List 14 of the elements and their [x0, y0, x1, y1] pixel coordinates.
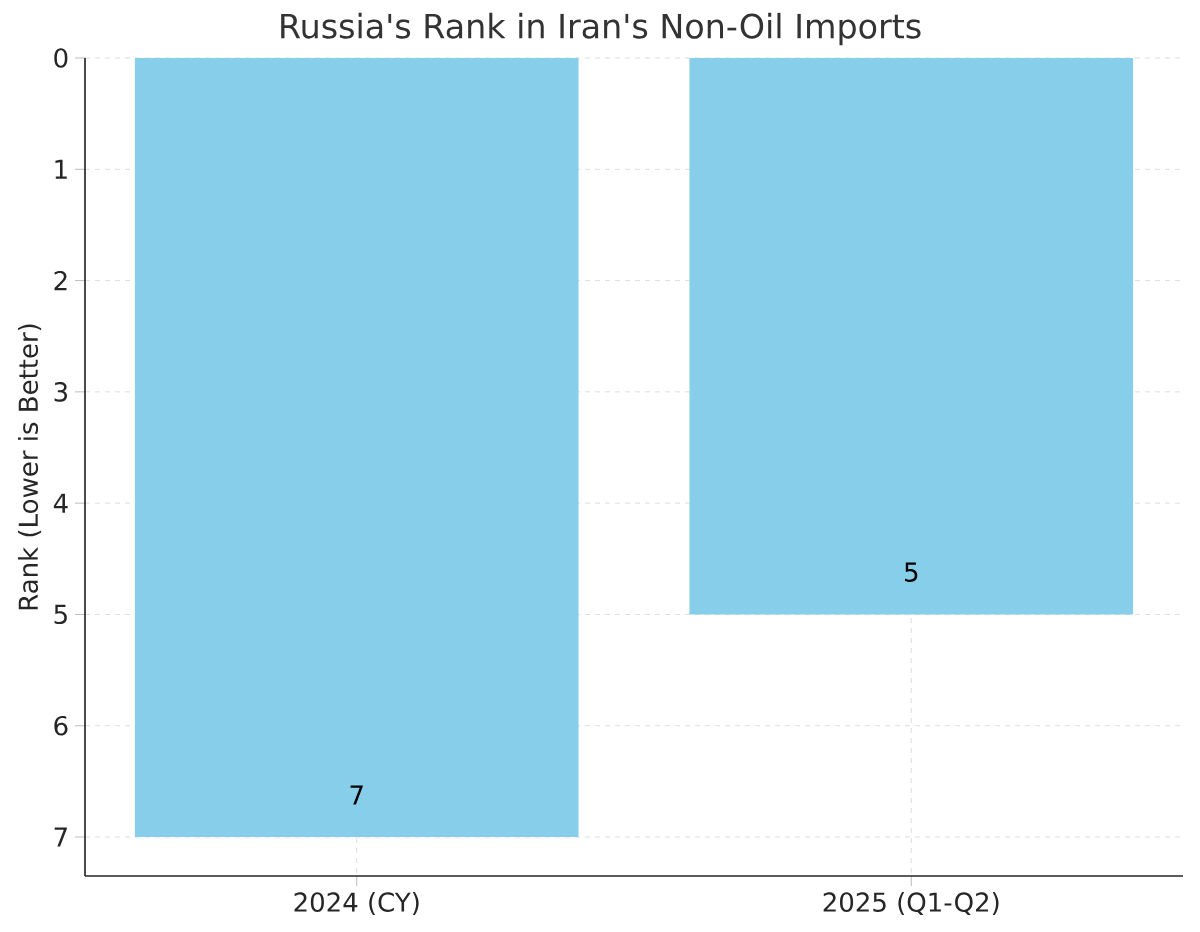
y-tick-label: 6: [54, 715, 68, 736]
y-axis-title: Rank (Lower is Better): [17, 324, 42, 610]
y-tick-label: 5: [54, 604, 67, 625]
y-tick-label: 0: [54, 48, 68, 68]
data-label: 7: [350, 785, 363, 805]
y-tick-label: 4: [53, 493, 68, 513]
x-tick-label: 2025 (Q1-Q2): [823, 891, 999, 916]
y-tick-label: 7: [54, 827, 67, 847]
y-tick-label: 3: [54, 382, 68, 402]
data-label: 5: [905, 562, 918, 582]
y-tick-label: 2: [54, 270, 67, 291]
x-tick-label: 2024 (CY): [294, 891, 419, 916]
y-tick-label: 1: [55, 159, 67, 179]
chart-title: Russia's Rank in Iran's Non-Oil Imports: [281, 12, 921, 46]
